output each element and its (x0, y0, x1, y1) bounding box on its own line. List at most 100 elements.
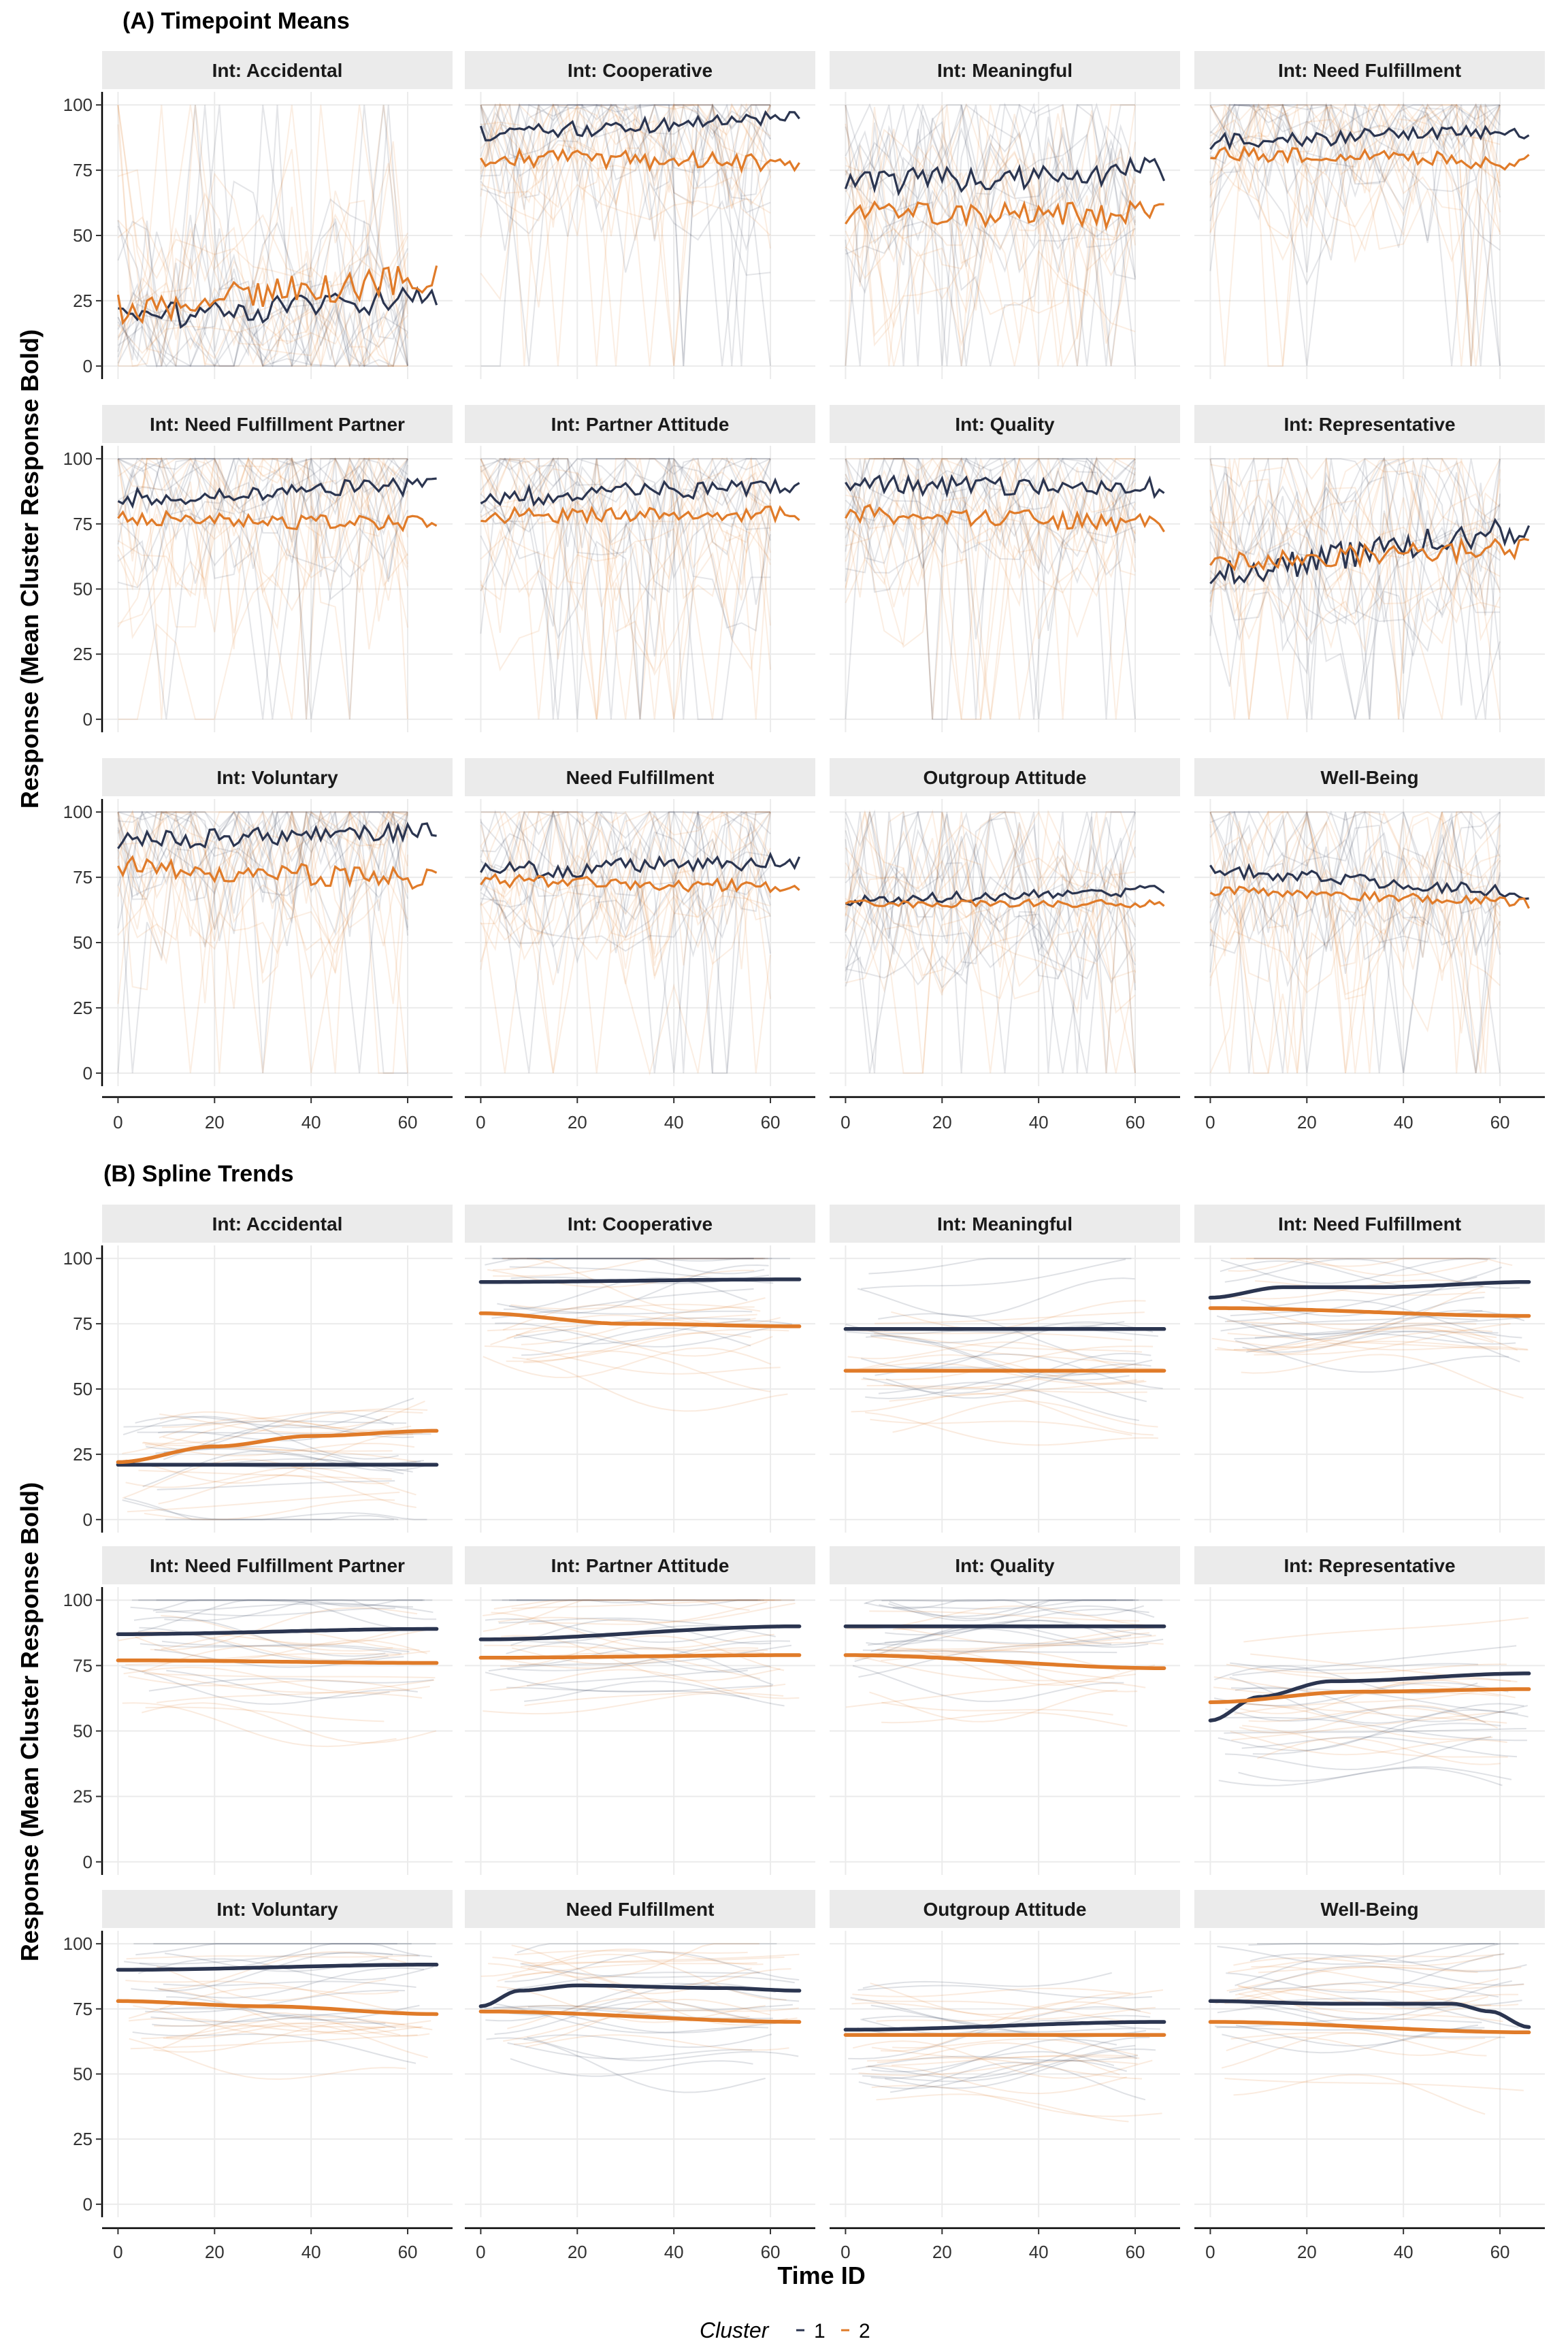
x-tick-label: 60 (1126, 2242, 1145, 2262)
individual-spline (868, 1635, 1132, 1646)
legend: Cluster 1 2 (700, 2318, 870, 2342)
individual-spline (862, 1972, 1112, 1989)
individual-trajectory (845, 102, 1136, 272)
cluster-2-spline (116, 1999, 439, 2016)
cluster-2-mean-line (480, 505, 800, 525)
individual-spline (129, 1668, 423, 1699)
individual-spline (1256, 1663, 1507, 1674)
individual-spline (158, 1474, 416, 1508)
individual-spline (142, 1408, 428, 1445)
individual-spline (881, 1599, 1163, 1602)
individual-trajectory (845, 854, 1136, 924)
individual-spline (123, 1420, 407, 1428)
individual-spline (891, 1300, 1146, 1330)
individual-trajectory (117, 811, 408, 1073)
facet-title: Int: Representative (1284, 1555, 1455, 1576)
facet-s0-r1-c3: Int: Representative (1194, 405, 1545, 732)
individual-trajectory (845, 103, 1136, 267)
individual-spline (1230, 1731, 1507, 1756)
individual-trajectory (117, 457, 408, 500)
individual-spline (516, 1320, 793, 1345)
individual-spline (135, 1636, 427, 1661)
individual-trajectory (480, 811, 771, 913)
y-tick-label: 75 (73, 1655, 93, 1676)
individual-trajectory (480, 105, 771, 172)
individual-trajectory (1209, 526, 1501, 626)
y-tick-label: 75 (73, 1999, 93, 2019)
individual-trajectory (845, 104, 1135, 314)
individual-trajectory (480, 811, 771, 898)
individual-trajectory (117, 456, 408, 578)
individual-spline (1226, 2036, 1501, 2057)
individual-spline (157, 1480, 395, 1490)
individual-spline (1218, 1766, 1512, 1786)
individual-trajectory (1209, 525, 1501, 720)
individual-trajectory (1209, 458, 1501, 625)
individual-spline (483, 1599, 750, 1632)
individual-spline (164, 1599, 423, 1622)
y-tick-label: 0 (83, 1852, 93, 1872)
individual-trajectory (1209, 102, 1501, 366)
facet-title: Int: Partner Attitude (551, 1555, 730, 1576)
individual-spline (510, 1303, 761, 1312)
facet-title: Well-Being (1320, 1899, 1418, 1920)
individual-spline (1237, 1997, 1519, 2028)
individual-trajectory (480, 812, 771, 951)
individual-trajectory (117, 458, 408, 720)
individual-trajectory (845, 141, 1136, 347)
individual-spline (133, 1616, 386, 1657)
individual-spline (866, 2065, 1127, 2095)
individual-spline (496, 1986, 766, 2023)
x-tick-label: 20 (1297, 1112, 1317, 1132)
individual-trajectory (480, 811, 771, 1073)
individual-trajectory (480, 880, 771, 1073)
individual-trajectory (1210, 811, 1501, 1073)
individual-trajectory (117, 810, 408, 947)
individual-trajectory (1209, 103, 1501, 367)
individual-trajectory (117, 458, 408, 588)
panel-plot-area (480, 809, 801, 1076)
cluster-1-mean-line (480, 851, 801, 880)
individual-trajectory (480, 103, 771, 366)
individual-trajectory (1209, 811, 1501, 870)
cluster-2-spline (116, 1658, 439, 1665)
individual-trajectory (117, 105, 408, 280)
individual-trajectory (117, 811, 408, 1009)
cluster-1-mean-line (479, 110, 800, 142)
individual-trajectory (845, 104, 1136, 295)
individual-spline (1234, 1690, 1478, 1715)
individual-trajectory (845, 872, 1136, 980)
individual-spline (881, 1712, 1128, 1727)
panel-plot-area (116, 1397, 439, 1520)
facet-s1-r1-c3: Int: Representative (1194, 1546, 1545, 1875)
individual-spline (1226, 1320, 1477, 1326)
cluster-1-spline (1208, 1999, 1531, 2029)
individual-spline (857, 1277, 1135, 1317)
individual-spline (510, 1618, 772, 1646)
individual-spline (1220, 1258, 1488, 1284)
individual-spline (493, 2006, 777, 2034)
individual-trajectory (117, 457, 408, 719)
individual-trajectory (117, 457, 408, 510)
individual-trajectory (1209, 458, 1501, 607)
individual-spline (163, 2021, 401, 2040)
facet-strip (830, 1205, 1180, 1243)
individual-spline (493, 1599, 775, 1610)
individual-trajectory (117, 457, 408, 719)
individual-spline (122, 1416, 399, 1460)
individual-spline (845, 1673, 1137, 1708)
individual-trajectory (117, 105, 408, 287)
individual-trajectory (480, 102, 771, 366)
individual-spline (1242, 1330, 1520, 1362)
individual-trajectory (480, 523, 771, 720)
individual-trajectory (480, 811, 770, 1073)
individual-spline (122, 1702, 397, 1748)
individual-spline (1245, 1980, 1512, 2020)
individual-trajectory (1209, 104, 1501, 273)
individual-spline (1237, 1984, 1492, 2023)
individual-trajectory (480, 103, 770, 366)
cluster-2-spline (843, 1653, 1166, 1670)
individual-trajectory (480, 458, 771, 720)
facet-title: Int: Partner Attitude (551, 414, 730, 435)
individual-spline (497, 1264, 769, 1314)
